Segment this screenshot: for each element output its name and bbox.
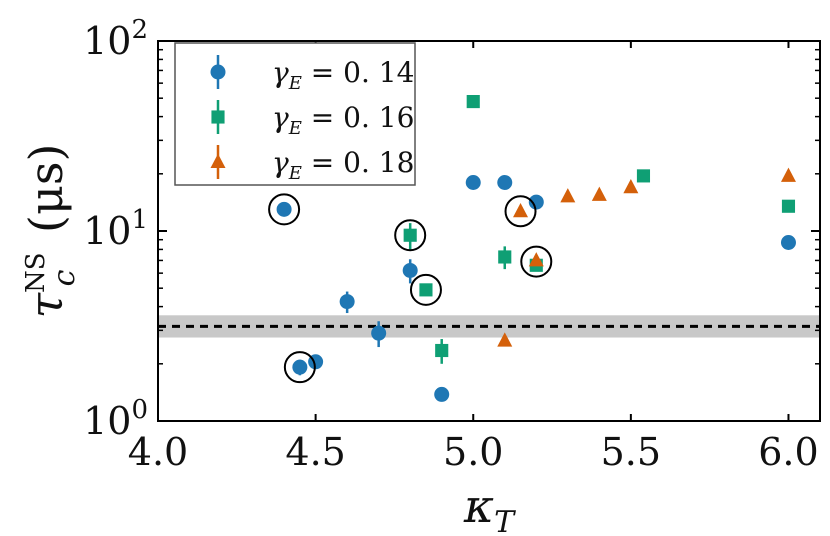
y-tick-label: 100 — [83, 395, 148, 443]
legend-marker-square — [211, 110, 225, 124]
data-point-triangle — [780, 167, 796, 182]
data-point-square — [636, 169, 651, 183]
data-point-circle — [371, 325, 387, 341]
data-point-triangle — [528, 252, 544, 267]
highlight-ring — [504, 195, 537, 228]
data-point-circle — [528, 194, 544, 210]
data-point-square — [498, 250, 512, 264]
data-point-square — [435, 343, 449, 358]
highlight-ring — [283, 351, 316, 384]
data-point-triangle — [623, 178, 639, 194]
data-point-square — [419, 283, 433, 297]
legend-marker-circle — [210, 64, 226, 80]
data-point-circle — [434, 386, 450, 402]
legend-label: γE = 0. 14 — [272, 56, 414, 94]
data-point-triangle — [513, 203, 529, 218]
highlight-ring — [409, 273, 442, 306]
data-point-circle — [497, 174, 513, 190]
highlight-ring — [268, 193, 301, 226]
legend-label: γE = 0. 18 — [272, 146, 414, 184]
highlight-ring — [394, 219, 427, 252]
data-point-triangle — [560, 188, 576, 203]
data-point-square — [466, 95, 480, 109]
series-square — [403, 95, 796, 364]
y-tick-label: 102 — [83, 15, 148, 63]
y-axis-label: τNSc (μs) — [19, 144, 82, 319]
data-point-square — [403, 228, 417, 242]
data-point-circle — [339, 294, 355, 310]
x-axis-label: κT — [463, 479, 516, 536]
series-triangle — [497, 167, 796, 347]
highlight-ring — [520, 245, 553, 278]
data-point-circle — [402, 262, 418, 278]
data-point-circle — [292, 359, 308, 375]
reference-band — [158, 315, 820, 338]
legend-marker-triangle — [210, 153, 226, 168]
data-point-circle — [276, 201, 292, 217]
data-point-circle — [780, 234, 796, 250]
x-tick-label: 4.0 — [128, 430, 188, 474]
y-tick-label: 101 — [83, 205, 148, 253]
x-tick-label: 5.5 — [601, 430, 661, 474]
x-tick-label: 6.0 — [758, 430, 818, 474]
data-point-triangle — [591, 186, 607, 201]
data-point-triangle — [497, 332, 513, 347]
legend-label: γE = 0. 16 — [272, 101, 414, 139]
x-tick-label: 5.0 — [443, 430, 503, 474]
x-tick-label: 4.5 — [285, 430, 345, 474]
series-circle — [276, 174, 796, 402]
data-point-circle — [465, 174, 481, 190]
data-point-square — [781, 199, 796, 213]
